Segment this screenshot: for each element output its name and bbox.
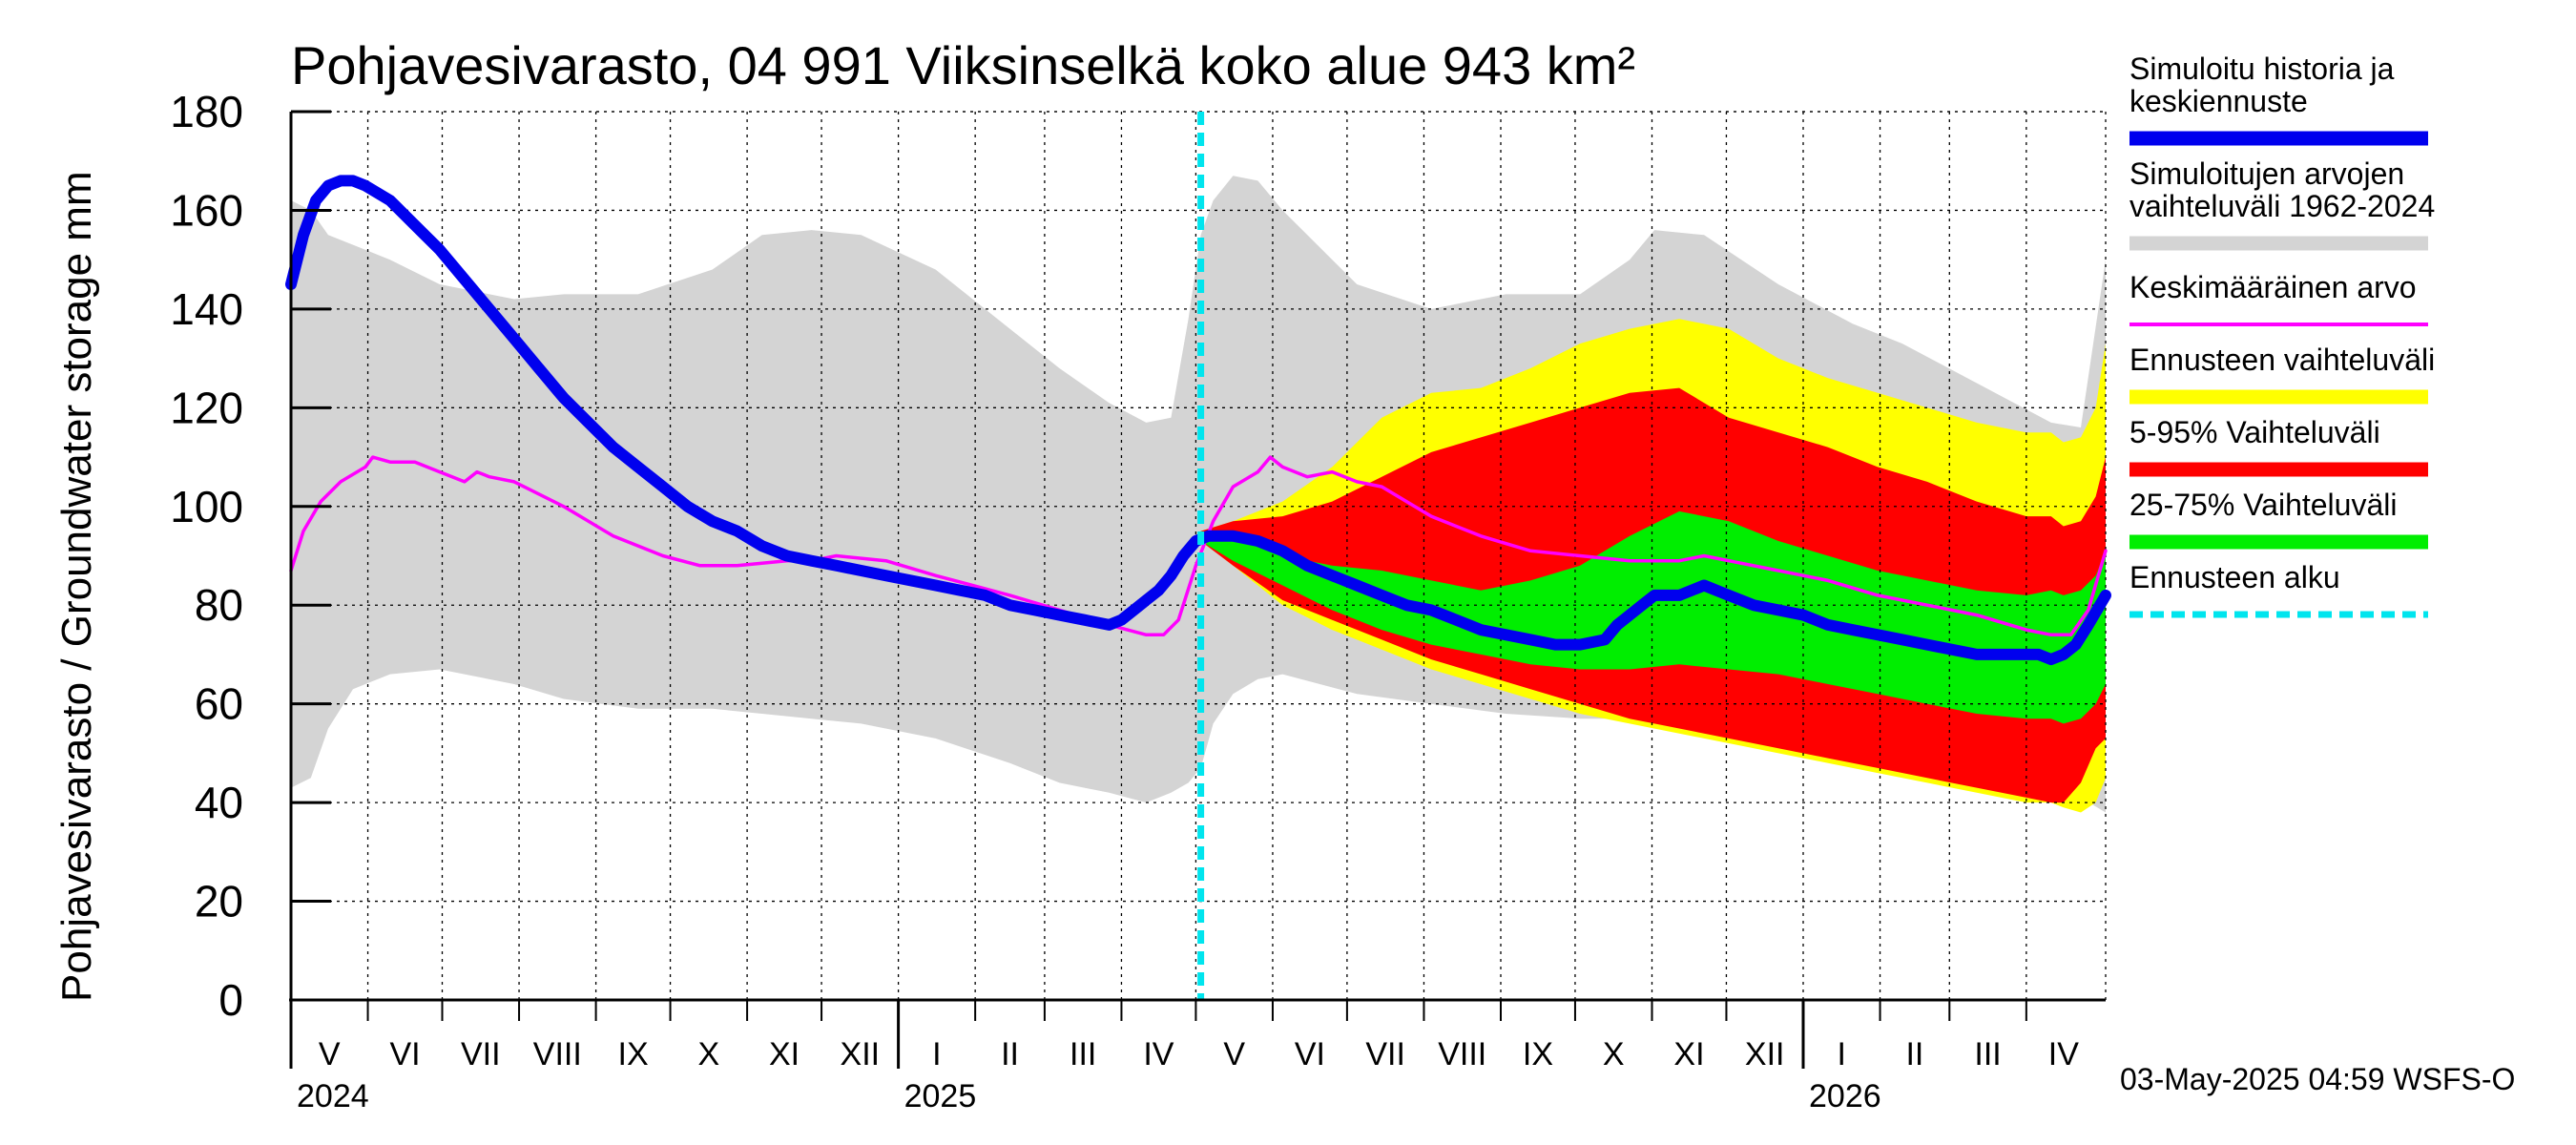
lines-layer	[285, 112, 2111, 1000]
line-keskim-r-inen-arvo	[289, 455, 2108, 637]
x-ticks: V VI VII VIII IX X XI XII I II III IV V VI VII VIII IX X X…	[290, 1000, 2079, 1114]
legend-item-25-75-vaihteluv-li: 25-75% Vaihteluväli	[2129, 488, 2428, 550]
y-tick-label-100: 100	[170, 482, 243, 531]
y-tick-label-80: 80	[195, 580, 243, 630]
y-tick-label-180: 180	[170, 87, 243, 136]
year-label-2025: 2025	[904, 1078, 977, 1114]
month-label-0: V	[319, 1036, 341, 1072]
legend-item-keskim-r-inen-arvo: Keskimääräinen arvo	[2129, 270, 2428, 326]
month-label-14: VII	[1365, 1036, 1405, 1072]
month-label-21: II	[1905, 1036, 1923, 1072]
month-label-17: X	[1603, 1036, 1625, 1072]
legend-label-ennusteen-alku-0: Ennusteen alku	[2129, 560, 2340, 594]
legend-label-keskim-r-inen-arvo-0: Keskimääräinen arvo	[2129, 270, 2417, 304]
legend-item-ennusteen-vaihteluv-li: Ennusteen vaihteluväli	[2129, 343, 2435, 405]
legend-label-25-75-vaihteluv-li-0: 25-75% Vaihteluväli	[2129, 488, 2397, 522]
y-tick-label-120: 120	[170, 383, 243, 432]
y-tick-label-160: 160	[170, 185, 243, 235]
legend-label-ennusteen-vaihteluv-li-0: Ennusteen vaihteluväli	[2129, 343, 2435, 377]
y-tick-label-60: 60	[195, 679, 243, 729]
year-label-2024: 2024	[297, 1078, 369, 1114]
month-label-12: V	[1223, 1036, 1245, 1072]
month-label-3: VIII	[533, 1036, 582, 1072]
y-tick-label-0: 0	[218, 975, 243, 1025]
month-label-5: X	[697, 1036, 719, 1072]
month-label-22: III	[1974, 1036, 2001, 1072]
legend-label-simuloitu-historia-ja-keskiennuste-0: Simuloitu historia ja	[2129, 52, 2395, 86]
legend-label-simuloitujen-arvojen-vaihteluv-li-1962-2024-0: Simuloitujen arvojen	[2129, 156, 2404, 191]
y-tick-label-20: 20	[195, 877, 243, 926]
legend-label-simuloitujen-arvojen-vaihteluv-li-1962-2024-1: vaihteluväli 1962-2024	[2129, 189, 2435, 223]
month-label-6: XI	[769, 1036, 800, 1072]
month-label-2: VII	[461, 1036, 501, 1072]
y-tick-label-140: 140	[170, 284, 243, 334]
chart-title: Pohjavesivarasto, 04 991 Viiksinselkä ko…	[291, 35, 1635, 95]
footer-timestamp: 03-May-2025 04:59 WSFS-O	[2120, 1062, 2515, 1096]
year-label-2026: 2026	[1809, 1078, 1881, 1114]
month-label-13: VI	[1295, 1036, 1325, 1072]
month-label-23: IV	[2048, 1036, 2079, 1072]
month-label-7: XII	[841, 1036, 881, 1072]
legend-label-5-95-vaihteluv-li-0: 5-95% Vaihteluväli	[2129, 415, 2380, 449]
month-label-1: VI	[389, 1036, 420, 1072]
month-label-15: VIII	[1438, 1036, 1486, 1072]
month-label-8: I	[932, 1036, 941, 1072]
month-label-20: I	[1838, 1036, 1846, 1072]
month-label-4: IX	[618, 1036, 649, 1072]
legend-item-5-95-vaihteluv-li: 5-95% Vaihteluväli	[2129, 415, 2428, 477]
legend: Simuloitu historia jakeskiennusteSimuloi…	[2129, 52, 2435, 618]
y-ticks: 0 20 40 60 80 100 120 140 160 180	[170, 87, 331, 1025]
month-label-10: III	[1070, 1036, 1096, 1072]
y-tick-label-40: 40	[195, 778, 243, 827]
month-label-18: XI	[1673, 1036, 1704, 1072]
legend-item-ennusteen-alku: Ennusteen alku	[2129, 560, 2428, 618]
y-axis-label: Pohjavesivarasto / Groundwater storage m…	[53, 171, 100, 1002]
month-label-11: IV	[1143, 1036, 1174, 1072]
month-label-16: IX	[1523, 1036, 1553, 1072]
legend-label-simuloitu-historia-ja-keskiennuste-1: keskiennuste	[2129, 84, 2308, 118]
month-label-9: II	[1001, 1036, 1019, 1072]
month-label-19: XII	[1745, 1036, 1785, 1072]
